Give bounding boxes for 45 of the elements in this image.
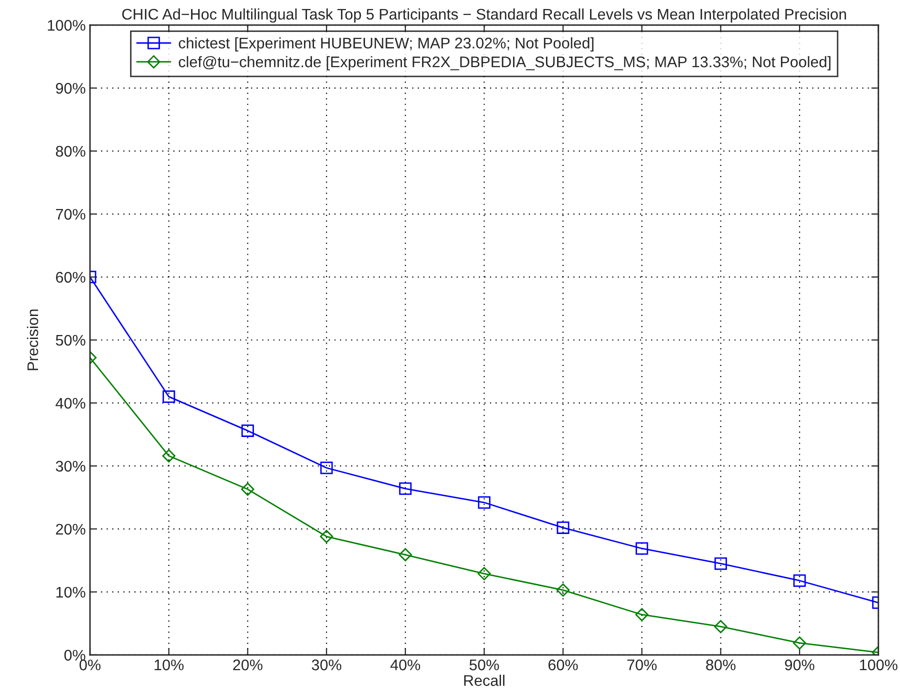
y-tick-label: 60% — [56, 272, 86, 283]
point — [714, 620, 728, 634]
x-tick-label: 80% — [706, 660, 736, 670]
x-tick-label: 90% — [784, 660, 814, 670]
point — [793, 574, 806, 587]
y-tick-label: 0% — [64, 650, 86, 661]
x-tick-label: 10% — [154, 660, 184, 670]
y-tick-label: 50% — [56, 334, 86, 346]
point — [556, 521, 570, 534]
point — [162, 390, 176, 403]
point — [241, 424, 254, 437]
point — [556, 583, 570, 597]
x-tick-label: 40% — [390, 660, 420, 670]
y-tick-label: 10% — [56, 586, 86, 598]
legend-label: chictest [Experiment HUBEUNEW; MAP 23.02%; Not Pooled] — [178, 37, 594, 52]
x-tick-label: 20% — [233, 660, 262, 670]
point — [636, 542, 648, 555]
x-tick-label: 100% — [860, 660, 898, 670]
legend-label: clef@tu−chemnitz.de [Experiment FR2X_DBPEDIA_SUBJECTS_MS; MAP 13.33%; Not Pooled] — [178, 56, 830, 70]
y-tick-label: 20% — [56, 524, 86, 535]
point — [478, 567, 491, 580]
y-tick-label: 80% — [56, 146, 86, 157]
point — [635, 608, 648, 622]
point — [320, 530, 334, 544]
point — [714, 557, 727, 570]
x-tick-label: 0% — [80, 660, 100, 670]
chart-title: CHIC Ad−Hoc Multilingual Task Top 5 Participants − Standard Recall Levels vs Mean Interpolated Precision — [122, 8, 846, 23]
point — [792, 636, 806, 650]
y-tick-label: 70% — [56, 208, 86, 220]
x-tick-label: 60% — [548, 660, 578, 670]
y-tick-label: 100% — [48, 20, 86, 31]
point — [399, 482, 412, 495]
point — [478, 496, 490, 509]
y-axis-title: Precision — [26, 310, 38, 370]
x-axis-title: Recall — [464, 674, 504, 686]
y-tick-label: 30% — [56, 460, 86, 472]
point — [162, 449, 176, 462]
point — [398, 548, 412, 562]
point — [241, 482, 254, 496]
x-tick-label: 70% — [627, 660, 657, 670]
point — [320, 462, 333, 474]
y-tick-label: 40% — [56, 398, 86, 409]
y-tick-label: 90% — [56, 82, 86, 94]
x-tick-label: 30% — [312, 660, 342, 670]
x-tick-label: 50% — [470, 660, 499, 670]
